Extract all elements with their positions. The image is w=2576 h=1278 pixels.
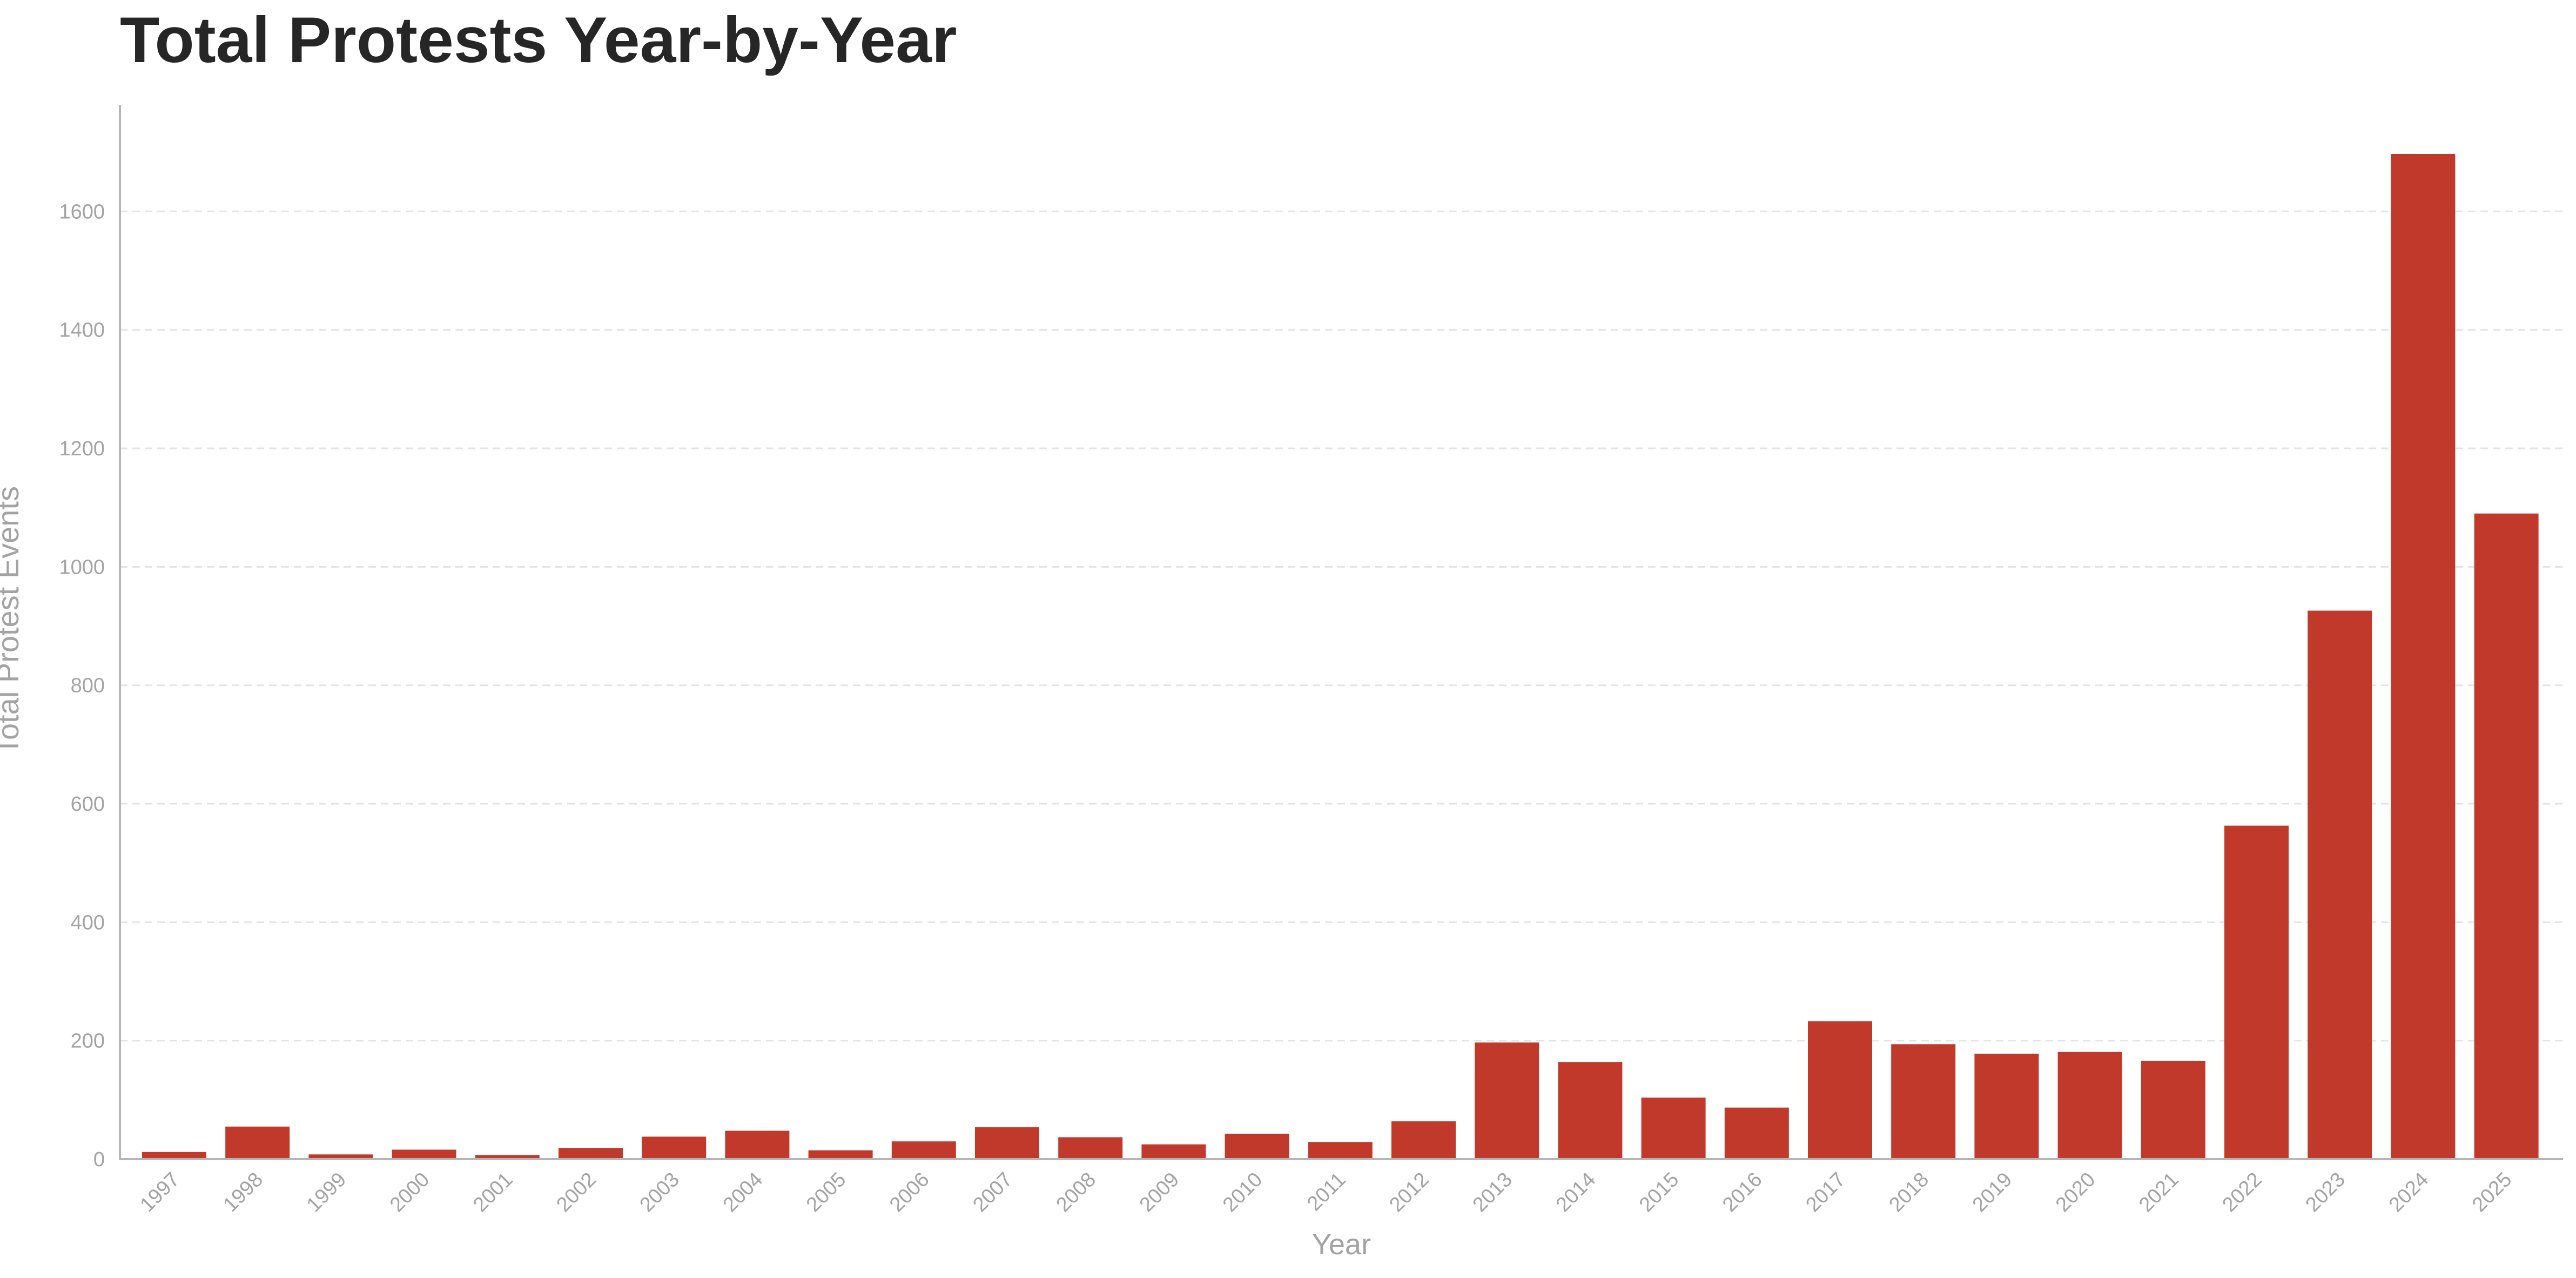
y-tick-label: 800 (71, 675, 105, 697)
x-tick-label: 2018 (1885, 1168, 1933, 1216)
y-tick-labels: 0 200 400 600 800 1000 1200 1400 1600 (59, 200, 105, 1171)
bar-1997 (142, 1152, 206, 1159)
x-tick-label: 2009 (1135, 1168, 1183, 1216)
y-tick-label: 400 (71, 911, 105, 934)
bar-2020 (2057, 1052, 2122, 1159)
x-tick-labels: 1997 1998 1999 2000 2001 2002 2003 2004 2005 2006… (136, 1168, 2516, 1216)
x-tick-label: 2025 (2468, 1168, 2516, 1216)
x-tick-label: 1999 (302, 1168, 351, 1216)
bar-2015 (1641, 1097, 1706, 1159)
bar-2008 (1058, 1137, 1123, 1159)
chart-title: Total Protests Year-by-Year (120, 4, 957, 76)
bar-2022 (2224, 825, 2289, 1159)
bar-2002 (559, 1148, 623, 1159)
bar-2021 (2141, 1060, 2205, 1159)
bar-2018 (1891, 1044, 1956, 1159)
x-tick-label: 2004 (719, 1168, 767, 1216)
bar-2024 (2391, 154, 2456, 1159)
gridlines (120, 210, 2563, 1042)
y-axis-title: Total Protest Events (0, 486, 25, 755)
bar-2017 (1808, 1021, 1872, 1159)
x-tick-label: 2010 (1219, 1168, 1267, 1216)
y-tick-label: 1000 (59, 556, 105, 579)
x-tick-label: 2011 (1303, 1168, 1350, 1215)
x-tick-label: 2024 (2385, 1168, 2433, 1216)
bar-2025 (2474, 513, 2539, 1160)
bar-2019 (1974, 1053, 2039, 1159)
bar-2013 (1475, 1042, 1539, 1159)
x-tick-label: 2023 (2302, 1168, 2350, 1216)
bar-2014 (1558, 1062, 1623, 1159)
x-tick-label: 1998 (219, 1168, 267, 1216)
x-tick-label: 2007 (968, 1168, 1017, 1216)
x-tick-label: 2006 (885, 1168, 933, 1216)
y-tick-label: 1400 (59, 319, 105, 342)
bar-2009 (1141, 1144, 1206, 1159)
x-tick-label: 2005 (802, 1168, 850, 1216)
x-tick-label: 2019 (1968, 1168, 2016, 1216)
y-tick-label: 0 (93, 1148, 105, 1171)
x-tick-label: 2014 (1552, 1168, 1600, 1216)
bar-2003 (642, 1136, 707, 1159)
x-tick-label: 2015 (1635, 1168, 1683, 1216)
x-tick-label: 2000 (386, 1168, 434, 1216)
x-tick-label: 1997 (136, 1168, 184, 1216)
x-tick-label: 2003 (636, 1168, 684, 1216)
bar-2012 (1391, 1121, 1456, 1159)
bar-2000 (392, 1149, 456, 1159)
bar-2001 (475, 1155, 540, 1159)
bar-2005 (808, 1150, 873, 1159)
bar-2011 (1308, 1142, 1373, 1159)
x-tick-label: 2020 (2052, 1168, 2100, 1216)
bar-1998 (225, 1126, 290, 1159)
bar-2006 (891, 1141, 956, 1159)
x-tick-label: 2016 (1718, 1168, 1766, 1216)
bar-2023 (2308, 610, 2372, 1159)
x-tick-label: 2013 (1469, 1168, 1517, 1216)
bar-1999 (308, 1154, 373, 1159)
bar-2004 (725, 1131, 790, 1159)
x-axis-title: Year (1312, 1228, 1371, 1261)
x-tick-label: 2022 (2218, 1168, 2266, 1216)
y-tick-label: 600 (71, 793, 105, 816)
y-tick-label: 1200 (59, 438, 105, 460)
y-tick-label: 200 (71, 1030, 105, 1053)
x-tick-label: 2021 (2135, 1168, 2183, 1216)
y-tick-label: 1600 (59, 200, 105, 223)
bar-2007 (975, 1127, 1039, 1159)
bar-2010 (1225, 1133, 1289, 1159)
bars (142, 154, 2539, 1160)
x-tick-label: 2002 (552, 1168, 600, 1216)
bar-2016 (1724, 1107, 1789, 1159)
axes (119, 105, 2563, 1160)
x-tick-label: 2001 (469, 1168, 517, 1216)
x-tick-label: 2017 (1801, 1168, 1849, 1216)
x-tick-label: 2008 (1052, 1168, 1100, 1216)
x-tick-label: 2012 (1385, 1168, 1433, 1216)
